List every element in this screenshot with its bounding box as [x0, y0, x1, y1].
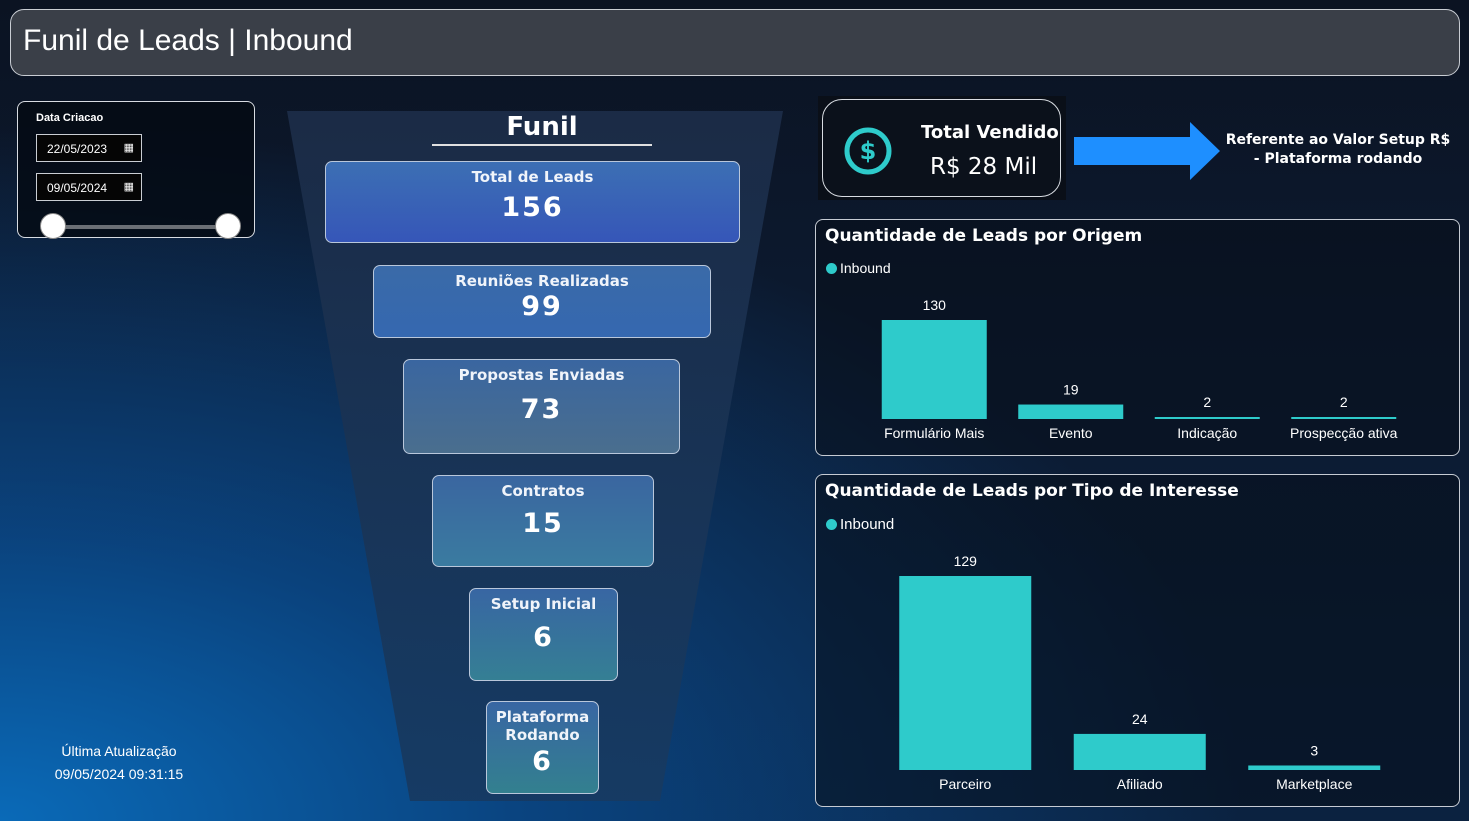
calendar-icon[interactable]: ▦	[123, 142, 134, 154]
category-label: Formulário Mais	[884, 425, 984, 441]
data-label: 129	[954, 553, 978, 569]
chart-title: Quantidade de Leads por Tipo de Interess…	[825, 481, 1239, 501]
category-label: Marketplace	[1276, 776, 1352, 792]
data-label: 3	[1310, 742, 1318, 758]
slicer-label: Data Criacao	[36, 112, 104, 124]
svg-text:$: $	[860, 137, 877, 165]
category-label: Evento	[1049, 425, 1093, 441]
bar-marketplace[interactable]	[1248, 765, 1381, 770]
stage-value: 73	[520, 394, 563, 425]
category-label: Indicação	[1177, 425, 1237, 441]
data-label: 2	[1203, 394, 1211, 410]
data-label: 24	[1132, 711, 1148, 727]
stage-name: Reuniões Realizadas	[455, 272, 629, 290]
chart-title: Quantidade de Leads por Origem	[825, 226, 1143, 246]
legend-dot-icon	[826, 263, 837, 274]
dollar-circle-icon: $	[844, 127, 892, 175]
arrow-right-icon	[1074, 122, 1220, 180]
start-date-value: 22/05/2023	[47, 142, 108, 156]
chart-plot-area: 129 Parceiro 24 Afiliado 3 Marketplace	[899, 553, 1381, 792]
stage-name: Contratos	[501, 482, 585, 500]
funnel-stage-reunioes: Reuniões Realizadas 99	[373, 265, 711, 338]
last-update: Última Atualização 09/05/2024 09:31:15	[30, 740, 208, 786]
data-label: 19	[1063, 382, 1079, 398]
date-slider-end-handle[interactable]	[215, 213, 241, 239]
chart-plot-area: 130 Formulário Mais 19 Evento 2 Indicação 2 Pro…	[881, 297, 1398, 441]
bar-evento[interactable]	[1018, 404, 1124, 419]
chart-leads-por-origem: Quantidade de Leads por Origem Inbound 1…	[815, 219, 1460, 456]
date-slider-start-handle[interactable]	[40, 213, 66, 239]
legend-label: Inbound	[840, 516, 895, 533]
data-label: 2	[1340, 394, 1348, 410]
funnel-stage-setup-inicial: Setup Inicial 6	[469, 588, 618, 681]
stage-value: 15	[522, 508, 564, 539]
kpi-title: Total Vendido	[921, 122, 1059, 143]
setup-note: Referente ao Valor Setup R$ - Plataforma…	[1225, 132, 1451, 167]
stage-name: Propostas Enviadas	[458, 366, 625, 384]
category-label: Parceiro	[939, 776, 991, 792]
bar-indica-o[interactable]	[1154, 417, 1260, 419]
stage-name: Setup Inicial	[490, 595, 597, 613]
start-date-input[interactable]: 22/05/2023 ▦	[36, 134, 142, 162]
end-date-value: 09/05/2024	[47, 181, 108, 195]
stage-value: 156	[501, 192, 564, 223]
stage-value: 6	[532, 746, 553, 777]
page-title: Funil de Leads | Inbound	[23, 24, 353, 57]
stage-name: Plataforma Rodando	[495, 708, 590, 744]
legend-label: Inbound	[840, 260, 891, 276]
bar-prospec-o-ativa[interactable]	[1291, 417, 1397, 419]
stage-name: Total de Leads	[471, 168, 594, 186]
calendar-icon[interactable]: ▦	[123, 181, 134, 193]
kpi-value: R$ 28 Mil	[930, 154, 1038, 180]
funnel-title-underline	[432, 144, 652, 146]
funnel-title: Funil	[506, 112, 578, 142]
last-update-value: 09/05/2024 09:31:15	[54, 766, 184, 782]
chart-legend: Inbound	[826, 260, 891, 276]
funnel-stage-contratos: Contratos 15	[432, 475, 654, 567]
funnel-stage-total-leads: Total de Leads 156	[325, 161, 740, 243]
category-label: Afiliado	[1117, 776, 1163, 792]
stage-value: 6	[533, 622, 554, 653]
category-label: Prospecção ativa	[1290, 425, 1398, 441]
stage-value: 99	[521, 291, 563, 322]
data-label: 130	[923, 297, 947, 313]
funnel-stage-plataforma-rodando: Plataforma Rodando 6	[486, 701, 599, 794]
last-update-label: Última Atualização	[61, 743, 177, 759]
funnel-stage-propostas: Propostas Enviadas 73	[403, 359, 680, 454]
chart-legend: Inbound	[826, 516, 894, 533]
bar-parceiro[interactable]	[899, 576, 1032, 770]
bar-formul-rio-mais[interactable]	[881, 320, 987, 419]
end-date-input[interactable]: 09/05/2024 ▦	[36, 173, 142, 201]
header-bar: Funil de Leads | Inbound	[10, 9, 1460, 76]
date-slider-track[interactable]	[53, 225, 227, 229]
legend-dot-icon	[826, 519, 837, 530]
bar-afiliado[interactable]	[1073, 733, 1206, 770]
chart-leads-por-tipo-interesse: Quantidade de Leads por Tipo de Interess…	[815, 474, 1460, 807]
total-vendido-card: $ Total Vendido R$ 28 Mil	[822, 99, 1061, 197]
